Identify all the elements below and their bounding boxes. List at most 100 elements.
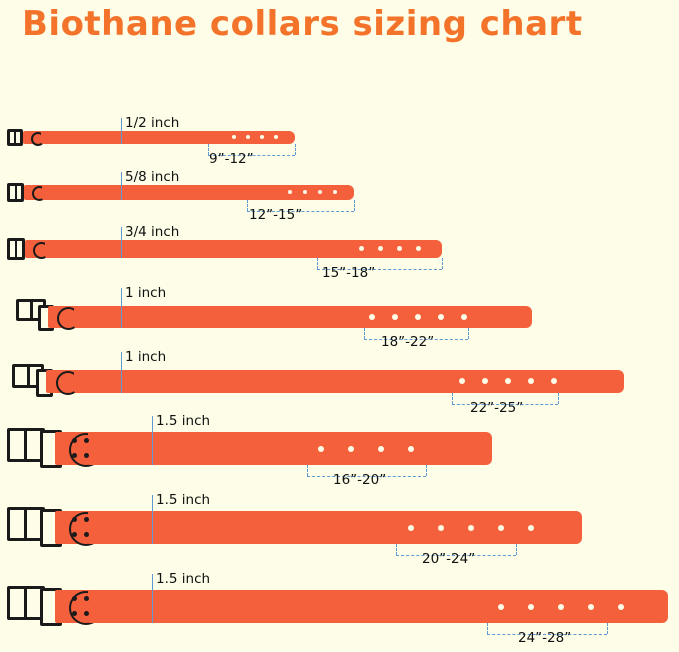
width-label: 3/4 inch — [125, 224, 180, 240]
punch-hole — [369, 314, 375, 320]
length-leader-end — [558, 393, 559, 404]
length-leader-end — [354, 200, 355, 211]
punch-hole — [498, 525, 504, 531]
length-dash-line — [487, 634, 607, 635]
punch-hole — [378, 446, 384, 452]
page-title: Biothane collars sizing chart — [22, 4, 583, 44]
length-label: 15”-18” — [322, 265, 376, 281]
rivet — [84, 611, 89, 616]
length-leader-start — [487, 623, 488, 634]
length-leader-start — [247, 200, 248, 211]
length-dash-line — [247, 211, 354, 212]
buckle-keeper-opening — [39, 372, 50, 394]
collar-strap-tip — [430, 240, 442, 258]
width-label: 1.5 inch — [156, 492, 211, 508]
punch-hole — [459, 378, 465, 384]
rivet — [72, 532, 77, 537]
collar-strap-tip — [285, 131, 295, 144]
punch-hole — [318, 190, 322, 194]
rivet — [72, 517, 77, 522]
punch-hole — [505, 378, 511, 384]
width-leader-line — [152, 574, 153, 623]
punch-hole — [618, 604, 624, 610]
punch-hole — [528, 604, 534, 610]
length-label: 18”-22” — [381, 334, 435, 350]
rivet — [84, 438, 89, 443]
punch-hole — [408, 446, 414, 452]
width-leader-line — [152, 495, 153, 544]
collar-strap-tip — [476, 432, 492, 465]
length-leader-start — [452, 393, 453, 404]
buckle-tongue — [15, 186, 17, 199]
rivet — [84, 596, 89, 601]
length-leader-start — [307, 465, 308, 476]
length-leader-end — [607, 623, 608, 634]
punch-hole — [438, 525, 444, 531]
length-dash-line — [396, 555, 516, 556]
length-leader-end — [516, 544, 517, 555]
collar-strap-body — [42, 185, 348, 200]
collar-strap-body — [88, 511, 572, 544]
rivet — [72, 453, 77, 458]
buckle-keeper-opening — [43, 591, 58, 623]
collar-strap-body — [88, 590, 658, 623]
width-label: 1.5 inch — [156, 571, 211, 587]
collar-strap-tip — [652, 590, 668, 623]
punch-hole — [461, 314, 467, 320]
punch-hole — [438, 314, 444, 320]
width-leader-line — [121, 172, 122, 200]
buckle-keeper-opening — [43, 433, 58, 465]
rivet — [72, 596, 77, 601]
punch-hole — [378, 246, 383, 251]
rivet — [84, 453, 89, 458]
punch-hole — [303, 190, 307, 194]
punch-hole — [260, 135, 264, 139]
collar-strap-tip — [566, 511, 582, 544]
punch-hole — [468, 525, 474, 531]
length-leader-end — [426, 465, 427, 476]
punch-hole — [288, 190, 292, 194]
buckle-tongue — [30, 302, 33, 318]
rivet — [84, 532, 89, 537]
buckle-tongue — [14, 132, 16, 143]
punch-hole — [558, 604, 564, 610]
punch-hole — [359, 246, 364, 251]
punch-hole — [498, 604, 504, 610]
length-leader-end — [468, 328, 469, 339]
length-dash-line — [307, 476, 426, 477]
punch-hole — [482, 378, 488, 384]
punch-hole — [274, 135, 278, 139]
collar-strap-body — [74, 306, 524, 328]
width-label: 1 inch — [125, 285, 167, 301]
rivet — [72, 611, 77, 616]
punch-hole — [528, 525, 534, 531]
punch-hole — [397, 246, 402, 251]
buckle-tongue — [27, 367, 30, 385]
collar-strap-body — [88, 432, 482, 465]
punch-hole — [333, 190, 337, 194]
punch-hole — [318, 446, 324, 452]
buckle-tongue — [24, 510, 27, 538]
buckle-keeper-opening — [41, 308, 51, 328]
width-leader-line — [121, 352, 122, 393]
length-dash-line — [208, 155, 295, 156]
width-leader-line — [152, 416, 153, 465]
length-label: 16”-20” — [333, 472, 387, 488]
punch-hole — [348, 446, 354, 452]
length-label: 22”-25” — [470, 400, 524, 416]
length-label: 9”-12” — [209, 151, 254, 167]
punch-hole — [588, 604, 594, 610]
rivet — [72, 438, 77, 443]
collar-strap-body — [45, 240, 435, 258]
length-leader-start — [364, 328, 365, 339]
punch-hole — [528, 378, 534, 384]
buckle-tongue — [24, 431, 27, 459]
length-leader-end — [295, 144, 296, 155]
punch-hole — [416, 246, 421, 251]
length-leader-start — [317, 258, 318, 269]
rivet — [84, 517, 89, 522]
length-dash-line — [452, 404, 558, 405]
collar-strap-tip — [518, 306, 532, 328]
length-leader-end — [442, 258, 443, 269]
length-dash-line — [364, 339, 468, 340]
